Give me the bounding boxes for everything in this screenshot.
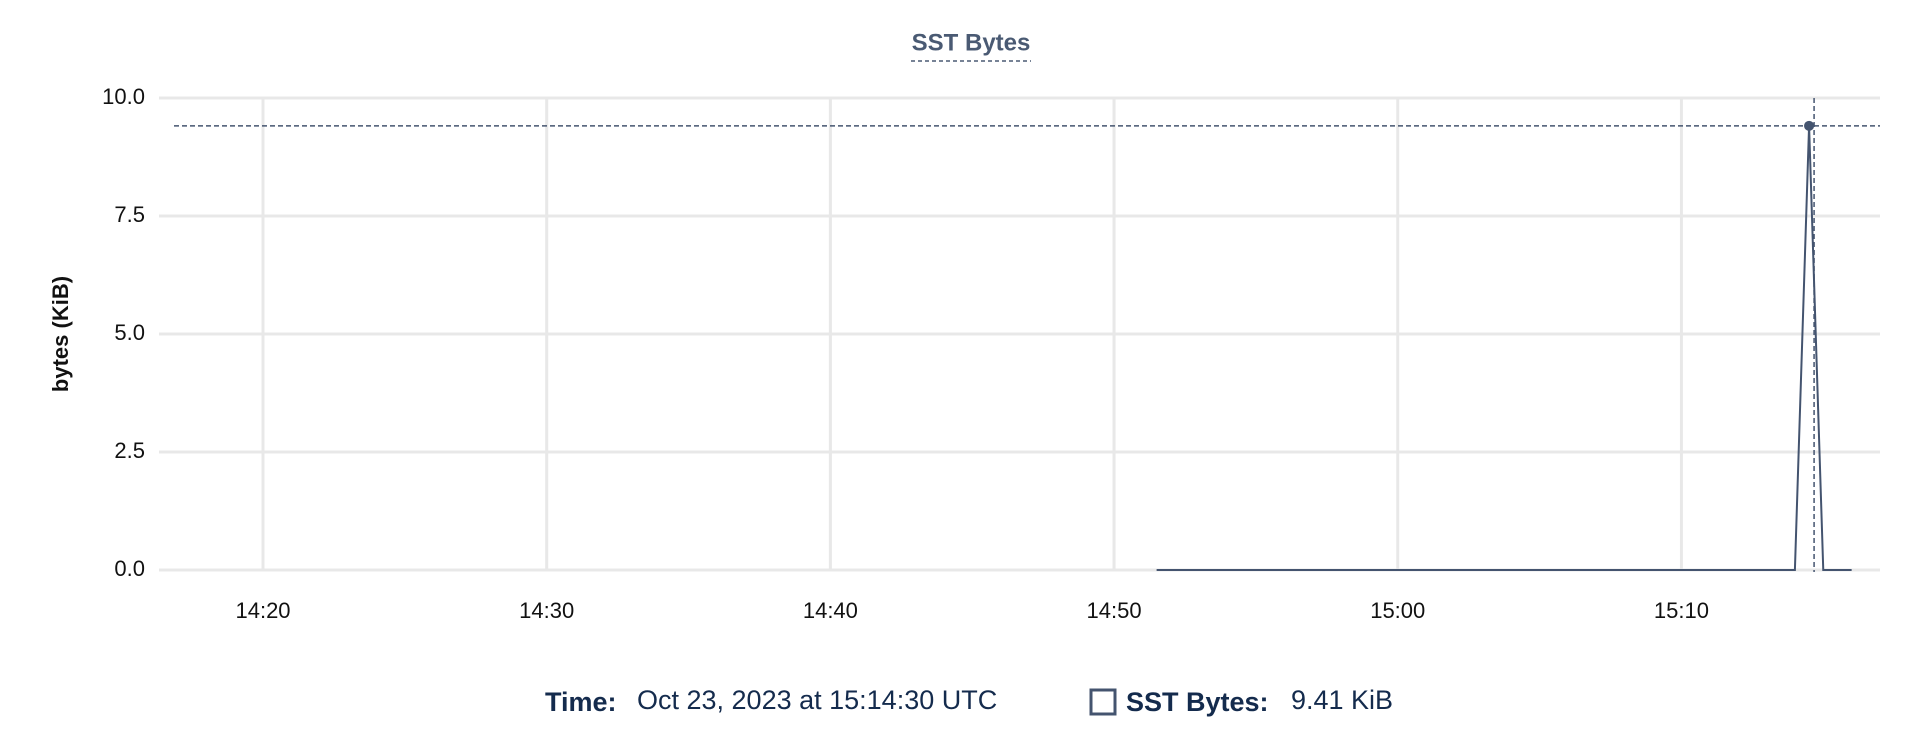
tooltip-time: Oct 23, 2023 at 15:14:30 UTC xyxy=(637,685,997,715)
y-tick-label: 7.5 xyxy=(114,202,145,227)
y-tick-label: 10.0 xyxy=(102,84,145,109)
hover-point xyxy=(1804,120,1815,131)
tooltip-value: 9.41 KiB xyxy=(1291,685,1393,715)
x-tick-label: 14:50 xyxy=(1087,598,1142,623)
x-tick-label: 15:10 xyxy=(1654,598,1709,623)
x-tick-label: 14:40 xyxy=(803,598,858,623)
legend: Time: Oct 23, 2023 at 15:14:30 UTC SST B… xyxy=(545,685,1393,717)
x-tick-label: 15:00 xyxy=(1370,598,1425,623)
y-tick-label: 0.0 xyxy=(114,556,145,581)
x-tick-label: 14:30 xyxy=(519,598,574,623)
chart-title: SST Bytes xyxy=(912,29,1031,56)
y-tick-label: 5.0 xyxy=(114,320,145,345)
series-checkbox[interactable] xyxy=(1089,688,1117,716)
series-line xyxy=(1156,125,1852,571)
y-axis-label: bytes (KiB) xyxy=(48,276,73,392)
tooltip-series-label: SST Bytes: xyxy=(1126,687,1269,717)
x-tick-label: 14:20 xyxy=(235,598,290,623)
tooltip-time-label: Time: xyxy=(545,687,617,717)
y-tick-label: 2.5 xyxy=(114,438,145,463)
